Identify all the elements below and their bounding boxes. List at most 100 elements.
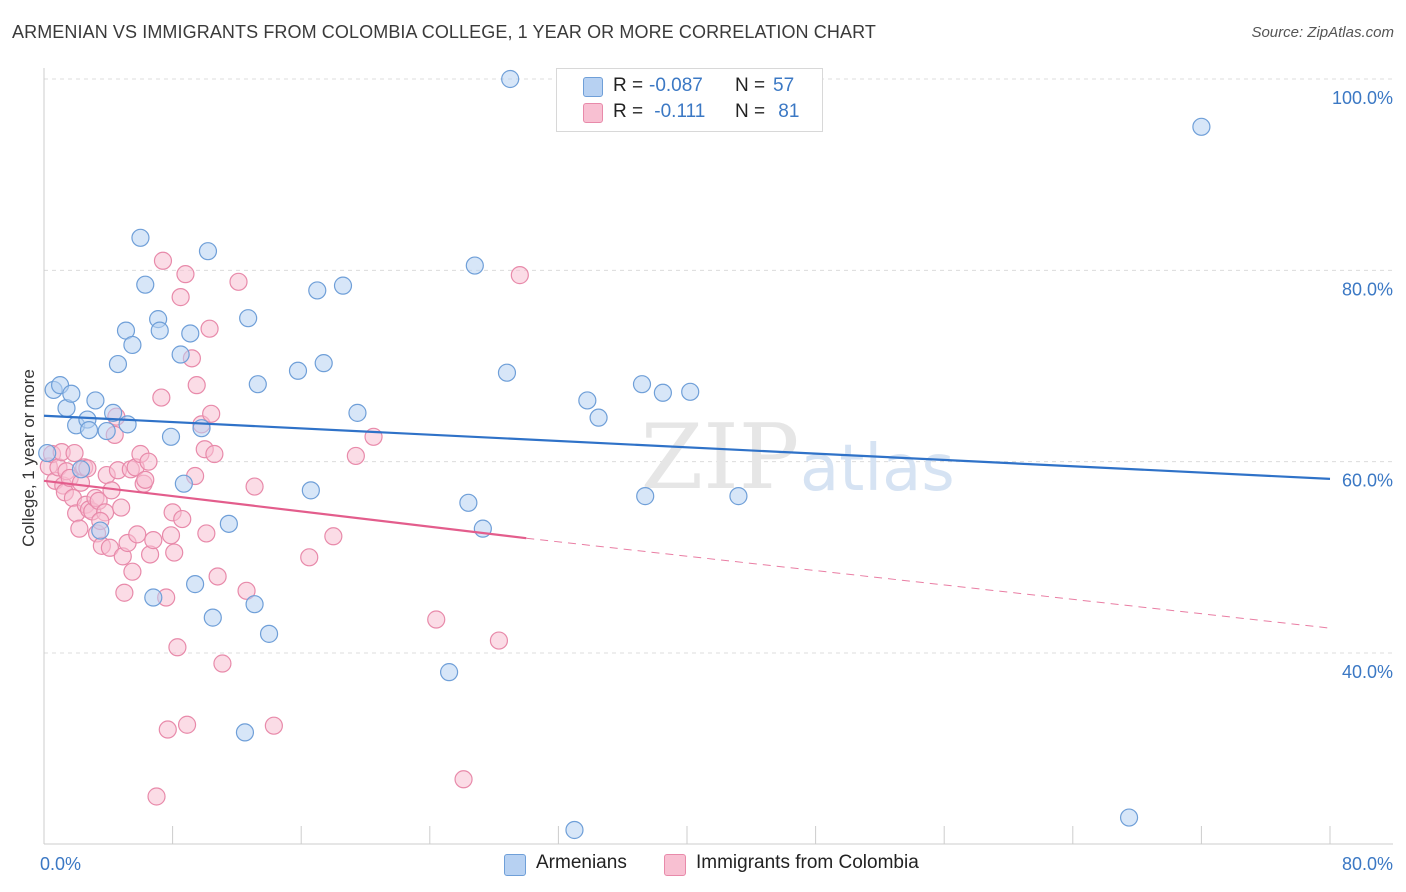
chart-source: Source: ZipAtlas.com [1251,24,1394,41]
point-colombia [197,524,216,543]
trend-line-colombia-extrapolated [526,537,1331,629]
point-armenians [203,608,222,627]
legend-r-value: -0.087 [649,75,703,96]
point-colombia [136,470,155,489]
point-armenians [578,391,597,410]
point-armenians [150,321,169,340]
point-armenians [174,474,193,493]
point-armenians [104,403,123,422]
point-colombia [208,567,227,586]
point-colombia [158,720,177,739]
point-armenians [38,443,57,463]
point-colombia [139,452,158,471]
point-armenians [501,69,520,89]
y-tick-label: 40.0% [1342,662,1393,682]
point-colombia [147,787,166,806]
legend-swatch-pink [664,854,686,876]
point-armenians [497,363,517,382]
point-colombia [264,716,283,735]
point-colombia [153,251,173,270]
trend-line-armenians [43,414,1331,480]
legend-n-value: 57 [773,75,795,96]
y-axis-label: College, 1 year or more [19,369,38,547]
legend-row-armenians: R = -0.087 N = 57 [583,75,794,99]
point-armenians [439,663,459,682]
legend-r-value: -0.111 [649,101,706,122]
y-tick-label: 100.0% [1332,88,1393,108]
point-colombia [213,654,232,673]
point-armenians [219,514,238,533]
point-colombia [205,444,224,464]
point-colombia [165,543,184,562]
x-tick-label: 80.0% [1342,854,1393,874]
legend-n-label: N = [735,75,771,96]
trend-lines [43,414,1331,629]
point-armenians [1119,808,1139,827]
series-legend: Armenians Immigrants from Colombia [0,852,1406,878]
point-armenians [171,345,190,364]
watermark: ZIP [641,405,800,510]
point-armenians [1192,117,1211,136]
point-armenians [589,408,608,427]
point-colombia [144,531,163,550]
point-armenians [239,309,258,328]
point-armenians [71,460,91,479]
point-armenians [131,228,150,247]
point-armenians [632,375,652,394]
legend-n-label: N = [735,101,771,122]
legend-swatch-pink [583,103,603,123]
point-colombia [489,631,509,650]
point-armenians [348,403,367,422]
y-tick-label: 60.0% [1342,471,1393,491]
point-armenians [565,820,584,840]
legend-r-label: R = [613,75,649,96]
point-armenians [288,361,308,380]
point-armenians [235,723,255,742]
point-colombia [128,525,147,544]
point-armenians [86,391,105,410]
point-armenians [198,242,218,261]
point-colombia [176,265,195,284]
point-colombia [187,376,206,395]
point-colombia [171,288,190,307]
point-armenians [136,275,155,294]
point-armenians [308,281,327,300]
point-colombia [300,548,319,567]
point-colombia [245,477,264,496]
point-armenians [245,595,264,614]
legend-swatch-blue [504,854,526,876]
point-armenians [186,575,205,594]
legend-r-label: R = [613,101,649,122]
legend-label: Immigrants from Colombia [696,852,919,873]
point-colombia [168,638,187,657]
point-armenians [314,354,333,373]
point-colombia [202,404,221,423]
point-colombia [177,715,197,734]
trend-line-colombia [43,479,527,540]
point-colombia [229,272,248,291]
point-colombia [427,610,446,629]
legend-swatch-blue [583,77,603,97]
point-armenians [62,384,81,403]
point-armenians [729,487,748,506]
stats-legend: R = -0.087 N = 57 R = -0.111 N = 81 [556,68,823,132]
point-armenians [459,493,478,512]
point-colombia [123,562,142,581]
point-colombia [324,527,343,546]
point-armenians [301,481,320,500]
point-colombia [237,581,256,600]
point-armenians [465,256,484,275]
watermark-atlas: atlas [800,432,955,506]
point-armenians [161,427,181,446]
point-colombia [115,583,134,602]
point-colombia [100,538,120,557]
point-colombia [510,266,529,285]
point-armenians [123,335,142,355]
point-armenians [144,588,163,607]
point-armenians [653,383,672,402]
point-armenians [91,521,110,540]
chart-title: ARMENIAN VS IMMIGRANTS FROM COLOMBIA COL… [12,22,876,42]
point-colombia [65,443,84,463]
point-colombia [112,498,131,517]
